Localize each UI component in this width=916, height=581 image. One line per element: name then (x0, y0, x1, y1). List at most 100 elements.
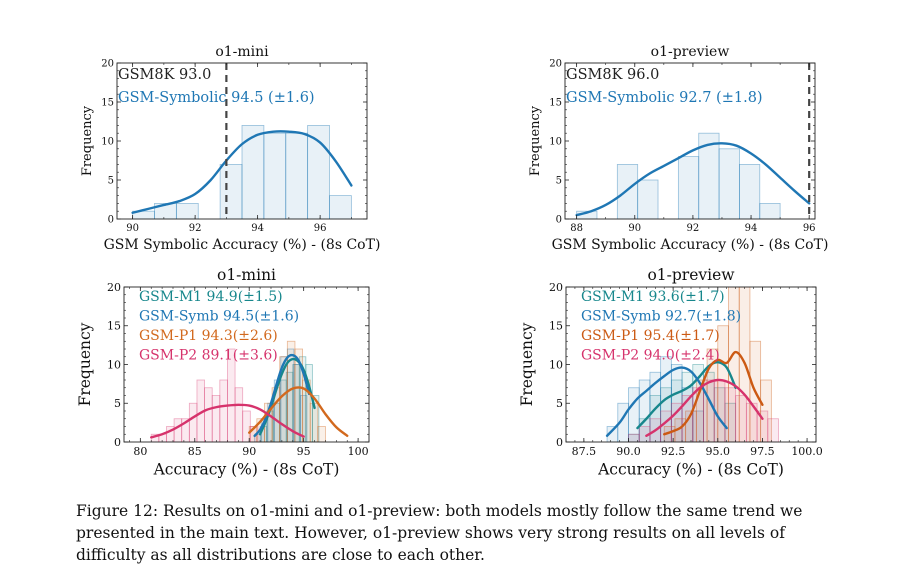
legend-label-1: GSM-M1 93.6(±1.7) (581, 289, 725, 305)
x-tick-label: 95.0 (706, 445, 731, 458)
hist-bar (280, 356, 288, 442)
y-tick-label: 0 (556, 215, 562, 226)
y-tick-label: 15 (549, 320, 563, 333)
hist-bar (286, 348, 295, 442)
chart-title: o1-mini (217, 266, 276, 284)
hist-bar (739, 163, 761, 219)
y-axis-label: Frequency (528, 105, 543, 176)
hist-bar (329, 195, 352, 219)
y-tick-label: 10 (549, 137, 562, 148)
legend-label-2: GSM-Symb 94.5(±1.6) (139, 309, 299, 325)
hist-bar (293, 364, 301, 442)
x-tick-label: 85 (188, 445, 202, 458)
y-tick-label: 5 (108, 176, 114, 187)
figure-caption: Figure 12: Results on o1-mini and o1-pre… (76, 502, 803, 564)
x-tick-label: 92 (189, 223, 202, 234)
hist-bar (166, 426, 175, 442)
hist-bar (173, 418, 183, 442)
y-tick-label: 20 (101, 59, 114, 70)
hist-bar (211, 395, 221, 442)
x-tick-label: 80 (133, 445, 147, 458)
hist-bar (695, 379, 708, 442)
y-tick-label: 15 (549, 98, 562, 109)
y-axis-label: Frequency (518, 322, 536, 406)
hist-bar (279, 379, 287, 442)
hist-bar (717, 325, 729, 442)
x-tick-label: 96 (803, 223, 816, 234)
x-tick-label: 90 (628, 223, 641, 234)
legend-label-2: GSM-Symb 92.7(±1.8) (581, 309, 741, 325)
kde-line-1 (131, 130, 353, 214)
hist-bar (685, 410, 697, 442)
y-tick-label: 0 (556, 436, 563, 449)
kde-line-3 (663, 350, 764, 436)
hist-bar (181, 418, 190, 442)
hist-bar (298, 356, 307, 442)
hist-bar (698, 132, 720, 219)
hist-bar (677, 156, 700, 219)
plot-area (605, 287, 779, 442)
hist-bar (263, 132, 287, 219)
x-tick-label: 88 (570, 223, 583, 234)
kde-line-2 (605, 366, 728, 437)
x-axis-label: Accuracy (%) - (8s CoT) (153, 461, 340, 479)
x-tick-label: 92 (687, 223, 700, 234)
hist-bar (670, 364, 683, 442)
y-tick-label: 5 (114, 397, 121, 410)
hist-bar (294, 348, 303, 442)
x-tick-label: 87.5 (572, 445, 597, 458)
y-axis-label: Frequency (76, 322, 94, 406)
hist-bar (718, 148, 740, 219)
x-tick-label: 90.0 (616, 445, 641, 458)
hist-bar (219, 379, 228, 442)
hist-bar (616, 163, 639, 219)
legend-label-1: GSM-M1 94.9(±1.5) (139, 289, 283, 305)
hist-bar (241, 125, 265, 219)
hist-bar (703, 379, 715, 442)
plot-area (131, 63, 353, 219)
legend-label-4: GSM-P2 89.1(±3.6) (139, 348, 278, 364)
baseline-label: GSM8K 93.0 (118, 67, 211, 83)
y-tick-label: 20 (549, 281, 563, 294)
x-tick-label: 96 (314, 223, 327, 234)
hist-bar (242, 410, 251, 442)
hist-bar (638, 418, 651, 442)
legend-label-4: GSM-P2 94.0(±2.4) (581, 348, 720, 364)
plot-area (575, 63, 811, 219)
hist-bar (285, 132, 309, 219)
plot-area (150, 340, 349, 442)
y-tick-label: 15 (101, 98, 114, 109)
chart-panel-2: 88 90 92 94 96 0 5 10 15 20 o1-preview GSM Symbolic… (528, 44, 828, 253)
chart-panel-4: 87.5 90.0 92.5 95.0 97.5 100.0 0 5 10 15 20 o1-prev… (518, 266, 823, 479)
hist-bar (703, 371, 715, 442)
x-tick-label: 97.5 (750, 445, 775, 458)
legend-label: GSM-Symbolic 94.5 (±1.6) (118, 90, 315, 106)
kde-line-2 (253, 353, 311, 437)
chart-title: o1-mini (215, 44, 269, 60)
y-tick-label: 20 (107, 281, 121, 294)
hist-bar (254, 433, 262, 442)
x-tick-label: 95 (297, 445, 311, 458)
hist-bar (713, 387, 726, 442)
legend-label: GSM-Symbolic 92.7 (±1.8) (566, 90, 763, 106)
hist-bar (219, 163, 243, 219)
hist-bar (649, 395, 662, 442)
y-tick-label: 5 (556, 397, 563, 410)
hist-bar (724, 387, 737, 442)
y-tick-label: 10 (107, 358, 121, 371)
figure-12: 90 92 94 96 0 5 10 15 20 o1-mini GSM Symbolic Accu… (76, 44, 828, 479)
hist-bar (735, 395, 747, 442)
y-tick-label: 0 (114, 436, 121, 449)
hist-bar (628, 387, 640, 442)
hist-bar (617, 402, 629, 442)
legend-label-3: GSM-P1 95.4(±1.7) (581, 328, 720, 344)
y-tick-label: 20 (549, 59, 562, 70)
hist-bar (204, 387, 213, 442)
x-tick-label: 90 (242, 445, 256, 458)
x-tick-label: 94 (745, 223, 758, 234)
x-axis-label: GSM Symbolic Accuracy (%) - (8s CoT) (552, 237, 829, 253)
baseline-label: GSM8K 96.0 (566, 67, 659, 83)
hist-bar (724, 402, 737, 442)
legend-label-3: GSM-P1 94.3(±2.6) (139, 328, 278, 344)
y-tick-label: 10 (101, 137, 114, 148)
